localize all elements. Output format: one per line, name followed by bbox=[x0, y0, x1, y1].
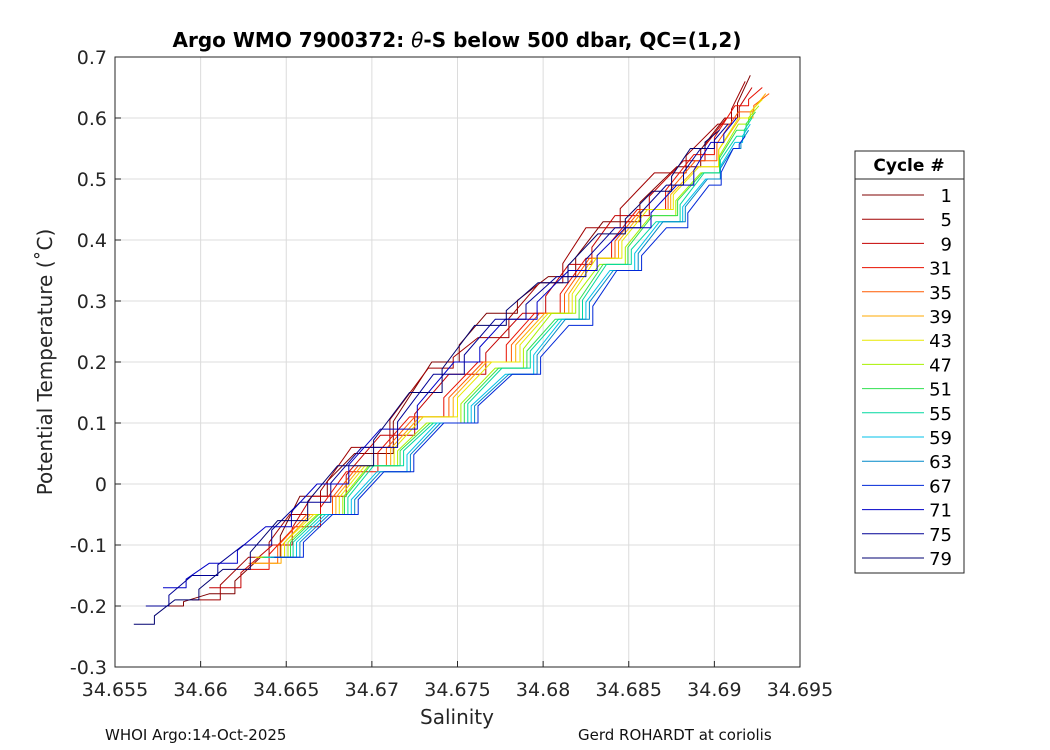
y-tick-label: -0.3 bbox=[70, 657, 107, 679]
series-line-cycle-79 bbox=[133, 129, 720, 625]
axis-ticks: 34.655 34.66 34.665 34.67 34.675 34.68 34.685 3… bbox=[70, 47, 833, 701]
series-line-cycle-31 bbox=[243, 87, 763, 570]
series-lines bbox=[133, 75, 770, 625]
legend-label-cycle-59: 59 bbox=[929, 428, 952, 449]
legend-box bbox=[854, 150, 965, 574]
legend-label-cycle-75: 75 bbox=[929, 525, 952, 546]
series-line-cycle-43 bbox=[255, 99, 763, 558]
x-tick-label: 34.66 bbox=[173, 679, 227, 701]
legend-label-cycle-31: 31 bbox=[929, 259, 952, 280]
series-line-cycle-67 bbox=[274, 135, 746, 558]
legend-label-cycle-47: 47 bbox=[929, 355, 952, 376]
y-tick-label: 0.2 bbox=[77, 352, 107, 374]
legend-label-cycle-43: 43 bbox=[929, 331, 952, 352]
legend-label-cycle-51: 51 bbox=[929, 380, 952, 401]
x-tick-label: 34.665 bbox=[253, 679, 319, 701]
y-tick-label: -0.2 bbox=[70, 596, 107, 618]
y-tick-label: 0.7 bbox=[77, 47, 107, 69]
series-line-cycle-63 bbox=[270, 129, 750, 558]
legend-label-cycle-9: 9 bbox=[941, 234, 952, 255]
legend-label-cycle-79: 79 bbox=[929, 549, 952, 570]
legend-label-cycle-55: 55 bbox=[929, 404, 952, 425]
legend-label-cycle-35: 35 bbox=[929, 283, 952, 304]
legend-label-cycle-67: 67 bbox=[929, 476, 952, 497]
x-tick-label: 34.69 bbox=[687, 679, 741, 701]
x-tick-label: 34.685 bbox=[596, 679, 662, 701]
legend-title: Cycle # bbox=[873, 156, 944, 176]
y-tick-label: 0.6 bbox=[77, 108, 107, 130]
footer-left: WHOI Argo:14-Oct-2025 bbox=[105, 726, 287, 744]
series-line-cycle-71 bbox=[163, 117, 737, 589]
legend-label-cycle-5: 5 bbox=[941, 210, 952, 231]
y-tick-label: 0.3 bbox=[77, 291, 107, 313]
y-tick-label: 0.1 bbox=[77, 413, 107, 435]
series-line-cycle-75 bbox=[145, 123, 729, 607]
y-tick-label: 0.5 bbox=[77, 169, 107, 191]
legend-label-cycle-63: 63 bbox=[929, 452, 952, 473]
x-axis-label: Salinity bbox=[420, 705, 494, 729]
x-tick-label: 34.67 bbox=[345, 679, 399, 701]
y-tick-label: -0.1 bbox=[70, 535, 107, 557]
y-tick-label: 0.4 bbox=[77, 230, 107, 252]
x-tick-label: 34.675 bbox=[424, 679, 490, 701]
legend-label-cycle-71: 71 bbox=[929, 501, 952, 522]
grid-lines bbox=[115, 57, 800, 667]
legend-label-cycle-1: 1 bbox=[941, 186, 952, 207]
x-tick-label: 34.655 bbox=[82, 679, 148, 701]
x-tick-label: 34.695 bbox=[767, 679, 833, 701]
chart-title: Argo WMO 7900372: θ-S below 500 dbar, QC… bbox=[173, 28, 742, 52]
y-tick-label: 0 bbox=[95, 474, 107, 496]
series-line-cycle-5 bbox=[192, 81, 746, 601]
x-tick-label: 34.68 bbox=[516, 679, 570, 701]
series-line-cycle-35 bbox=[248, 93, 770, 564]
y-axis-label: Potential Temperature (˚C) bbox=[33, 229, 57, 496]
legend-label-cycle-39: 39 bbox=[929, 307, 952, 328]
footer-right: Gerd ROHARDT at coriolis bbox=[578, 726, 772, 744]
